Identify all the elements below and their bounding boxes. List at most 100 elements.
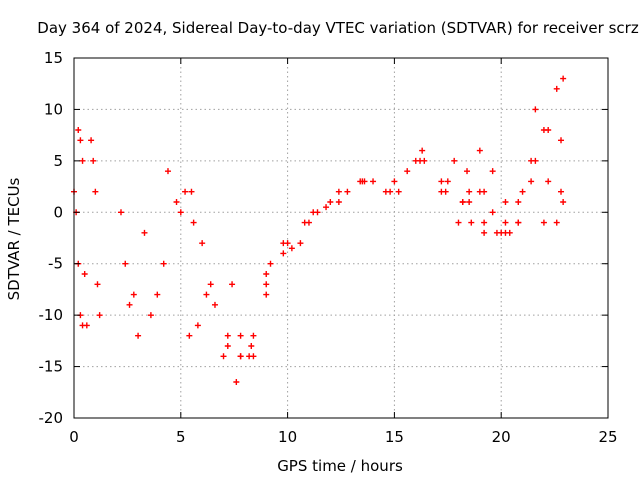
y-tick-label: -10 bbox=[39, 306, 64, 324]
data-point bbox=[130, 291, 137, 298]
data-point bbox=[558, 137, 565, 144]
series-track-l bbox=[476, 147, 567, 226]
data-point bbox=[493, 229, 500, 236]
data-point bbox=[224, 343, 231, 349]
data-point bbox=[314, 209, 321, 216]
data-point bbox=[515, 199, 522, 205]
data-point bbox=[301, 219, 308, 226]
data-point bbox=[182, 188, 189, 195]
data-point bbox=[237, 332, 244, 339]
data-point bbox=[502, 199, 509, 205]
data-point bbox=[370, 178, 377, 185]
series-track-g bbox=[177, 157, 473, 360]
data-point bbox=[135, 332, 142, 339]
data-point bbox=[545, 127, 552, 133]
data-point bbox=[357, 178, 364, 185]
data-point bbox=[94, 281, 101, 288]
data-point bbox=[190, 219, 197, 226]
data-point bbox=[126, 301, 133, 308]
series-track-k bbox=[455, 106, 565, 236]
data-point bbox=[75, 127, 82, 133]
data-point bbox=[528, 178, 535, 185]
y-tick-label: 5 bbox=[53, 152, 63, 170]
data-point bbox=[395, 188, 402, 195]
data-point bbox=[211, 301, 218, 308]
data-point bbox=[122, 260, 129, 267]
data-point bbox=[280, 240, 287, 247]
data-point bbox=[154, 291, 161, 298]
data-point bbox=[451, 157, 458, 164]
x-axis-label: GPS time / hours bbox=[277, 457, 403, 475]
data-point bbox=[248, 343, 255, 349]
data-point bbox=[237, 353, 244, 360]
data-point bbox=[263, 281, 270, 288]
data-point bbox=[297, 240, 304, 247]
data-point bbox=[532, 106, 539, 113]
data-point bbox=[77, 137, 84, 144]
data-point bbox=[419, 147, 426, 154]
data-point bbox=[540, 219, 547, 226]
series-track-f bbox=[173, 147, 473, 385]
data-point bbox=[481, 229, 488, 236]
data-point bbox=[263, 291, 270, 298]
x-tick-label: 0 bbox=[69, 428, 79, 446]
data-point bbox=[96, 312, 103, 319]
data-point bbox=[466, 199, 473, 205]
data-point bbox=[519, 188, 526, 195]
x-axis: 0 5 10 15 20 25 bbox=[69, 58, 618, 446]
series-track-d bbox=[117, 209, 142, 339]
data-point bbox=[444, 178, 451, 185]
y-tick-label: 15 bbox=[44, 49, 63, 67]
y-tick-label: -5 bbox=[48, 255, 63, 273]
series-track-i bbox=[229, 157, 565, 360]
data-point bbox=[335, 199, 342, 205]
data-point bbox=[81, 271, 88, 277]
y-tick-label: -15 bbox=[39, 358, 64, 376]
data-point bbox=[489, 209, 496, 216]
plot-frame bbox=[73, 57, 609, 419]
data-point bbox=[476, 188, 483, 195]
data-point bbox=[88, 137, 95, 144]
data-point bbox=[263, 271, 270, 277]
data-point bbox=[177, 209, 184, 216]
x-tick-label: 20 bbox=[492, 428, 511, 446]
chart-title: Day 364 of 2024, Sidereal Day-to-day VTE… bbox=[37, 19, 639, 37]
data-point bbox=[117, 209, 124, 216]
data-point bbox=[481, 219, 488, 226]
data-points bbox=[71, 75, 567, 385]
series-track-a bbox=[71, 188, 86, 329]
data-point bbox=[502, 219, 509, 226]
data-point bbox=[323, 204, 330, 211]
data-point bbox=[203, 291, 210, 298]
data-point bbox=[280, 250, 287, 257]
data-point bbox=[558, 188, 565, 195]
series-track-e bbox=[141, 168, 171, 319]
data-point bbox=[327, 199, 334, 205]
y-axis-label: SDTVAR / TECUs bbox=[5, 177, 23, 300]
data-point bbox=[233, 379, 240, 385]
data-point bbox=[404, 168, 411, 175]
data-point bbox=[160, 260, 167, 267]
data-point bbox=[173, 199, 180, 205]
data-point bbox=[194, 322, 201, 329]
data-point bbox=[438, 188, 445, 195]
series-track-b bbox=[75, 127, 90, 329]
data-point bbox=[391, 178, 398, 185]
data-point bbox=[466, 188, 473, 195]
data-point bbox=[515, 219, 522, 226]
data-point bbox=[560, 75, 567, 82]
data-point bbox=[468, 219, 475, 226]
data-point bbox=[141, 229, 148, 236]
data-point bbox=[382, 188, 389, 195]
data-point bbox=[147, 312, 154, 319]
x-tick-label: 15 bbox=[385, 428, 404, 446]
data-point bbox=[229, 281, 236, 288]
data-point bbox=[455, 219, 462, 226]
data-point bbox=[267, 260, 274, 267]
data-point bbox=[464, 168, 471, 175]
data-point bbox=[186, 332, 193, 339]
data-point bbox=[459, 199, 466, 205]
data-point bbox=[83, 322, 90, 329]
data-point bbox=[506, 229, 513, 236]
